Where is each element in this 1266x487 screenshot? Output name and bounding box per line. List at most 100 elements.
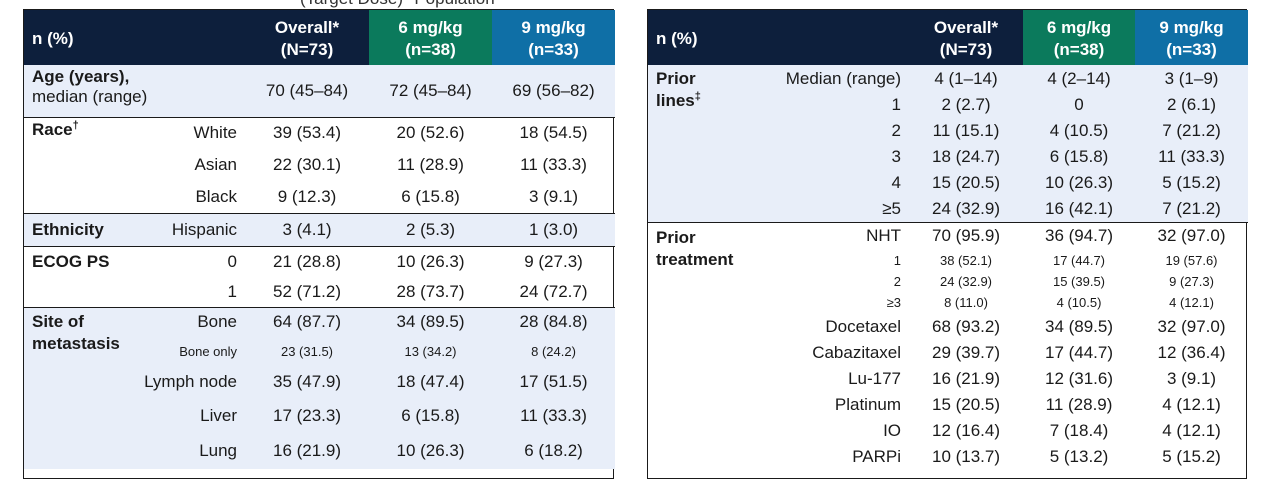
col-header-9mgkg: 9 mg/kg (n=33) <box>1135 10 1249 65</box>
cell: 15 (20.5) <box>931 395 1001 414</box>
cell: 13 (34.2) <box>369 337 493 365</box>
cell: 69 (56–82) <box>492 65 616 117</box>
cell: 17 (51.5) <box>492 365 616 399</box>
sub-label: Bone only <box>154 337 246 365</box>
cell: 17 (23.3) <box>245 399 370 433</box>
cell: 3 (9.1) <box>528 186 579 206</box>
cell: 24 (32.9) <box>939 274 993 289</box>
row-prior-treatment-lu177: Lu-177 16 (21.9) 12 (31.6) 3 (9.1) <box>648 366 1248 392</box>
cell: 32 (97.0) <box>1135 221 1249 250</box>
cell: 6 (18.2) <box>492 433 616 469</box>
sub-label: 3 <box>748 144 910 170</box>
cell: 38 (52.1) <box>939 252 993 268</box>
row-ethnicity-hispanic: Ethnicity Hispanic 3 (4.1) 2 (5.3) 1 (3.… <box>24 212 616 246</box>
row-prior-lines-median: Prior lines‡ Median (range) 4 (1–14) 4 (2… <box>648 65 1249 118</box>
right-treatment-history-table: n (%) Overall* (N=73) 6 mg/kg (n=38) 9 mg/… <box>647 9 1249 479</box>
row-prior-treatment-platinum: Platinum 15 (20.5) 11 (28.9) 4 (12.1) <box>648 392 1248 418</box>
row-prior-treatment-nht-2: 2 24 (32.9) 15 (39.5) 9 (27.3) <box>648 271 1248 292</box>
sub-label: 1 <box>748 92 910 118</box>
sub-label: Platinum <box>834 395 902 414</box>
cell: 0 <box>1023 92 1136 118</box>
cell: 4 (1–14) <box>909 65 1024 92</box>
cell: 11 (15.1) <box>909 118 1024 144</box>
cell: 64 (87.7) <box>245 306 370 337</box>
col-header-6mgkg: 6 mg/kg (n=38) <box>369 10 493 65</box>
sub-label: ≥3 <box>886 295 902 310</box>
row-site-lung: Lung 16 (21.9) 10 (26.3) 6 (18.2) <box>24 433 616 469</box>
cell: 7 (21.2) <box>1135 196 1249 223</box>
cell: 68 (93.2) <box>931 316 1001 336</box>
right-header-row: n (%) Overall* (N=73) 6 mg/kg (n=38) 9 mg/… <box>648 10 1249 65</box>
cell: 18 (47.4) <box>369 365 493 399</box>
cell: 16 (21.9) <box>245 433 370 469</box>
row-prior-lines-4: 4 15 (20.5) 10 (26.3) 5 (15.2) <box>648 170 1249 196</box>
sub-label: 2 <box>893 274 902 289</box>
cell: 9 (27.3) <box>1169 274 1214 289</box>
row-site-bone: Site of metastasis Bone 64 (87.7) 34 (89.… <box>24 306 616 365</box>
header-fragment: (Target Dose)* Population <box>300 0 495 9</box>
cell: 16 (21.9) <box>931 369 1001 388</box>
sub-label: Hispanic <box>154 212 246 246</box>
left-demographics-table: n (%) Overall* (N=73) 6 mg/kg (n=38) 9 mg/… <box>23 9 616 479</box>
cell: 17 (44.7) <box>1052 252 1106 268</box>
cell: 6 (15.8) <box>401 186 460 206</box>
cell: 72 (45–84) <box>369 65 493 117</box>
row-site-liver: Liver 17 (23.3) 6 (15.8) 11 (33.3) <box>24 399 616 433</box>
sub-label: Lung <box>154 433 246 469</box>
cell: 4 (10.5) <box>1056 295 1102 310</box>
cell: 12 (31.6) <box>1044 369 1114 388</box>
cell: 29 (39.7) <box>931 343 1001 362</box>
cell: 6 (15.8) <box>1023 144 1136 170</box>
cell: 7 (18.4) <box>1049 421 1109 440</box>
cell: 22 (30.1) <box>272 154 342 174</box>
cell: 7 (21.2) <box>1135 118 1249 144</box>
col-header-n-pct: n (%) <box>24 10 246 65</box>
cell: 17 (44.7) <box>1044 343 1114 362</box>
row-prior-treatment-parpi: PARPi 10 (13.7) 5 (13.2) 5 (15.2) <box>648 444 1248 470</box>
row-prior-treatment-cabazitaxel: Cabazitaxel 29 (39.7) 17 (44.7) 12 (36.4… <box>648 340 1248 366</box>
cell: 52 (71.2) <box>272 281 342 301</box>
col-header-overall: Overall* (N=73) <box>909 10 1024 65</box>
row-ecog-0: ECOG PS 0 21 (28.8) 10 (26.3) 9 (27.3) <box>24 245 616 277</box>
cell: 16 (42.1) <box>1023 196 1136 223</box>
sub-label: Lymph node <box>24 365 246 399</box>
cell: 4 (10.5) <box>1023 118 1136 144</box>
row-race-white: Race† White 39 (53.4) 20 (52.6) 18 (54.5… <box>24 116 616 148</box>
cell: 12 (16.4) <box>931 421 1001 440</box>
sub-label: White <box>154 116 246 148</box>
cell: 15 (20.5) <box>909 170 1024 196</box>
cell: 39 (53.4) <box>245 116 370 148</box>
sub-label: Bone <box>154 306 246 337</box>
row-prior-lines-5plus: ≥5 24 (32.9) 16 (42.1) 7 (21.2) <box>648 196 1249 223</box>
cell: 2 (2.7) <box>909 92 1024 118</box>
row-site-bone-only: Bone only 23 (31.5) 13 (34.2) 8 (24.2) <box>24 337 616 365</box>
cell: 9 (12.3) <box>277 186 337 206</box>
cell: 28 (84.8) <box>492 306 616 337</box>
cell: 11 (33.3) <box>492 399 616 433</box>
sub-label: 1 <box>893 252 902 268</box>
row-prior-treatment-nht-3plus: ≥3 8 (11.0) 4 (10.5) 4 (12.1) <box>648 292 1248 313</box>
cell: 70 (95.9) <box>909 221 1024 250</box>
cell: 8 (24.2) <box>492 337 616 365</box>
label-age: Age (years), median (range) <box>24 65 246 117</box>
sub-label: Cabazitaxel <box>812 343 902 362</box>
cell: 3 (4.1) <box>245 212 370 246</box>
sub-label: NHT <box>748 221 910 250</box>
cell: 18 (24.7) <box>909 144 1024 170</box>
cell: 35 (47.9) <box>245 365 370 399</box>
cell: 9 (27.3) <box>492 245 616 277</box>
cell: 34 (89.5) <box>1044 316 1114 336</box>
sub-label: IO <box>883 421 902 440</box>
cell: 32 (97.0) <box>1157 316 1226 336</box>
cell: 4 (12.1) <box>1169 295 1214 310</box>
label-prior-treatment: Prior treatment <box>648 222 748 271</box>
cell: 11 (33.3) <box>520 154 587 174</box>
row-prior-treatment-io: IO 12 (16.4) 7 (18.4) 4 (12.1) <box>648 418 1248 444</box>
cell: 5 (15.2) <box>1135 170 1249 196</box>
cell: 5 (15.2) <box>1162 447 1221 466</box>
cell: 20 (52.6) <box>369 116 493 148</box>
row-race-asian: Asian 22 (30.1) 11 (28.9) 11 (33.3) <box>24 148 615 181</box>
cell: 4 (12.1) <box>1162 421 1221 440</box>
sub-label: Docetaxel <box>825 316 902 336</box>
cell: 70 (45–84) <box>245 65 370 117</box>
